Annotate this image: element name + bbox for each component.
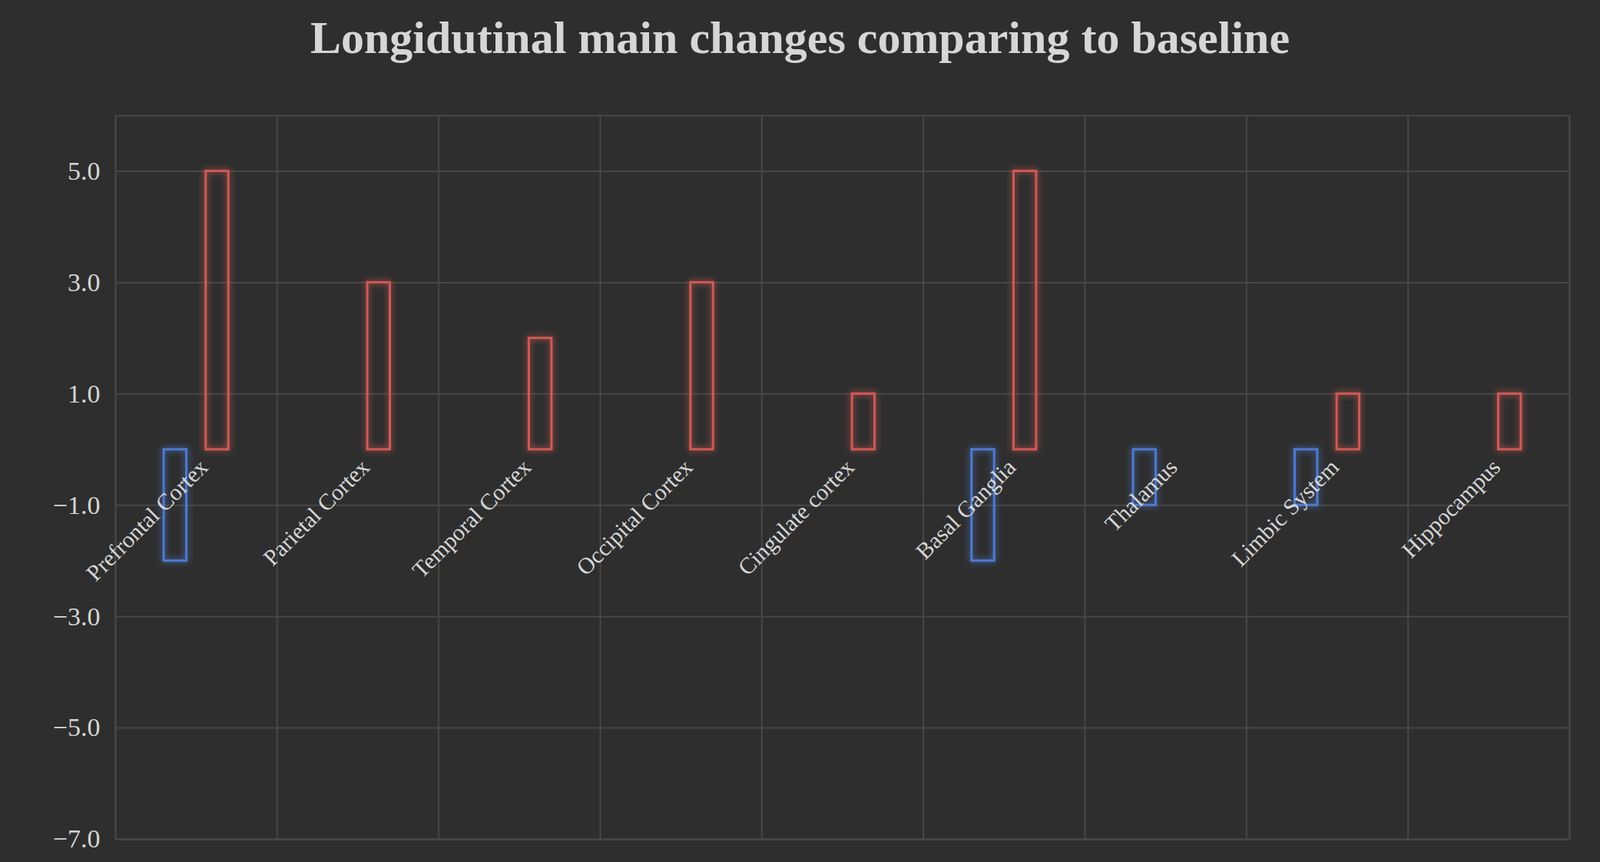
svg-text:Thalamus: Thalamus xyxy=(1099,453,1183,537)
svg-text:Prefrontal Cortex: Prefrontal Cortex xyxy=(81,453,213,586)
svg-text:Parietal Cortex: Parietal Cortex xyxy=(258,453,375,570)
svg-text:Occipital Cortex: Occipital Cortex xyxy=(571,453,698,580)
svg-text:−7.0: −7.0 xyxy=(53,824,101,853)
svg-text:Temporal Cortex: Temporal Cortex xyxy=(407,453,536,583)
svg-text:Hippocampus: Hippocampus xyxy=(1396,453,1505,563)
svg-text:Basal Ganglia: Basal Ganglia xyxy=(910,453,1021,564)
svg-text:−1.0: −1.0 xyxy=(53,490,101,520)
svg-text:−5.0: −5.0 xyxy=(53,712,101,742)
svg-text:3.0: 3.0 xyxy=(67,268,101,297)
svg-text:5.0: 5.0 xyxy=(67,156,101,186)
html-text:Longidutinal main changes comp: Longidutinal main changes comparing to b… xyxy=(310,12,1290,63)
svg-text:−3.0: −3.0 xyxy=(53,602,101,631)
svg-text:1.0: 1.0 xyxy=(67,379,101,408)
svg-text:Limbic System: Limbic System xyxy=(1226,453,1344,571)
svg-text:Cingulate cortex: Cingulate cortex xyxy=(732,453,859,580)
